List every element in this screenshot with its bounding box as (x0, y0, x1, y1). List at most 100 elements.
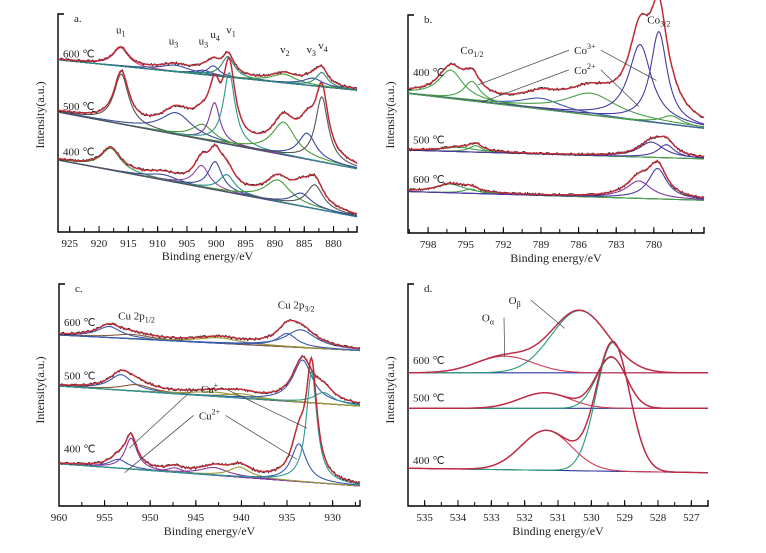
peak-label: Co3/2 (647, 15, 670, 29)
temperature-label: 500 ℃ (64, 370, 96, 382)
x-tick-label: 900 (208, 238, 225, 250)
peak-label: u4 (210, 29, 220, 43)
peak-label: Cu 2p1/2 (118, 311, 155, 325)
fit-component-peak (407, 30, 705, 125)
panel-letter: b. (424, 14, 433, 26)
series-600c: 600 ℃ (58, 317, 361, 352)
x-axis-title: Binding energy/eV (512, 524, 604, 538)
x-tick-label: 960 (51, 512, 68, 524)
panel-letter: c. (75, 283, 83, 295)
fit-component-peak (408, 356, 708, 409)
x-tick-label: 880 (325, 238, 342, 250)
raw-data-trace (408, 340, 708, 474)
fit-component-peak (58, 385, 361, 406)
annotation-leader-line (600, 69, 640, 107)
fit-component-peak (407, 92, 705, 128)
x-tick-label: 780 (646, 239, 663, 251)
fit-component-peak (408, 141, 705, 159)
envelope-fit (57, 45, 358, 90)
annotation-leader-line (503, 317, 506, 358)
annotation-leader-line (530, 299, 565, 329)
raw-data-trace (407, 309, 708, 374)
temperature-label: 600 ℃ (64, 317, 96, 329)
x-tick-label: 905 (179, 238, 196, 250)
x-tick-label: 890 (267, 238, 284, 250)
fit-component-peak (59, 329, 361, 350)
x-tick-label: 930 (324, 512, 341, 524)
x-tick-label: 910 (149, 238, 166, 250)
temperature-label: 600 ℃ (63, 49, 95, 61)
envelope-fit (408, 0, 705, 119)
temperature-label: 500 ℃ (413, 135, 445, 147)
peak-label: u3 (169, 36, 179, 50)
envelope-fit (408, 340, 708, 474)
peak-label: v2 (280, 44, 290, 58)
fit-component-peak (407, 92, 705, 128)
temperature-label: 500 ℃ (63, 101, 95, 113)
fit-component-peak (59, 325, 361, 352)
series-400c: 400 ℃ (408, 340, 708, 474)
series-500c: 500 ℃ (408, 356, 708, 410)
x-tick-label: 533 (483, 512, 500, 524)
series-400c: 400 ℃ (407, 0, 705, 129)
x-tick-label: 783 (608, 239, 625, 251)
axes-frame (407, 283, 709, 507)
fit-component-peak (408, 429, 708, 474)
y-axis-title: Intensity(a.u.) (383, 81, 397, 148)
x-tick-label: 955 (96, 512, 113, 524)
panel-d-o-1s: 535 534 533 532 531 530 529 528 527 Binding energ… (383, 283, 709, 538)
y-axis-title: Intensity(a.u.) (33, 81, 47, 148)
envelope-fit (408, 135, 705, 158)
x-axis-title: Binding energy/eV (164, 524, 256, 538)
panel-letter: d. (424, 283, 433, 295)
fit-component-peak (407, 80, 705, 129)
peak-label: v1 (226, 25, 236, 39)
fit-component-peak (58, 437, 361, 487)
fit-component-peak (408, 310, 708, 374)
series-500c: 500 ℃ (57, 57, 358, 170)
series-600c: 600 ℃ (407, 309, 708, 374)
raw-data-trace (57, 142, 358, 215)
annotation-leader-line (225, 415, 298, 460)
x-tick-label: 935 (279, 512, 296, 524)
peak-label: u3 (199, 36, 209, 50)
species-annotation: Cu+ (201, 381, 219, 396)
x-tick-label: 915 (120, 238, 137, 250)
annotation-leader-line (225, 388, 308, 429)
x-tick-label: 925 (61, 238, 78, 250)
fit-component-peak (57, 147, 358, 218)
x-tick-label: 798 (420, 239, 437, 251)
temperature-label: 400 ℃ (413, 67, 445, 79)
x-tick-label: 792 (495, 239, 512, 251)
temperature-label: 500 ℃ (413, 393, 445, 405)
temperature-label: 400 ℃ (64, 444, 96, 456)
series-400c: 400 ℃ (57, 142, 358, 218)
x-tick-label: 786 (570, 239, 587, 251)
temperature-label: 400 ℃ (413, 455, 445, 467)
x-tick-label: 532 (516, 512, 533, 524)
panel-b-co-2p: 798 795 792 789 786 783 780 Binding energy/eV In… (383, 0, 705, 265)
annotation-leader-line (600, 49, 657, 81)
envelope-fit (57, 57, 358, 164)
y-axis-title: Intensity(a.u.) (33, 356, 47, 423)
x-axis-title: Binding energy/eV (510, 251, 602, 265)
series-400c: 400 ℃ (58, 355, 361, 487)
fit-component-peak (57, 159, 358, 217)
x-tick-label: 789 (533, 239, 550, 251)
fit-component-peak (407, 167, 705, 200)
annotation-leader-line (478, 49, 569, 86)
temperature-label: 600 ℃ (413, 174, 445, 186)
temperature-label: 600 ℃ (413, 355, 445, 367)
x-tick-label: 528 (650, 512, 667, 524)
x-tick-label: 895 (237, 238, 254, 250)
raw-data-trace (408, 356, 708, 409)
series-600c: 600 ℃ (407, 159, 705, 201)
fit-component-peak (58, 370, 361, 485)
fit-component-peak (57, 96, 358, 167)
species-annotation: Cu2+ (199, 407, 221, 422)
x-axis-title: Binding energy/eV (162, 249, 254, 263)
envelope-fit (59, 319, 361, 350)
peak-label: v3 (307, 44, 317, 58)
annotation-leader-line (124, 415, 194, 473)
